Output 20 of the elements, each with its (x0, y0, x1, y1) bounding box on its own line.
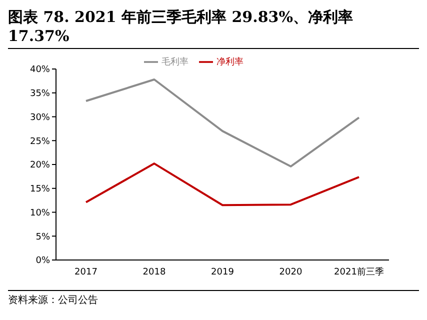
text: 资料来源：公司公告 (8, 293, 419, 307)
x-tick-label: 2021前三季 (334, 266, 384, 278)
y-tick-label: 40% (30, 65, 50, 76)
y-tick-label: 20% (30, 160, 50, 171)
y-tick-label: 5% (36, 232, 50, 242)
legend-label: 毛利率 (162, 57, 188, 68)
y-tick-label: 0% (36, 256, 50, 266)
y-tick-label: 25% (30, 136, 50, 147)
x-tick-label: 2017 (74, 267, 98, 278)
y-tick-label: 35% (30, 89, 50, 100)
line-series (85, 78, 360, 168)
y-tick-label: 15% (30, 184, 50, 195)
line-series (85, 162, 360, 206)
y-tick-label: 10% (30, 208, 50, 218)
x-tick-label: 2020 (279, 267, 302, 278)
x-tick-label: 2018 (142, 267, 166, 278)
legend-label: 净利率 (216, 57, 244, 68)
chart-title: 图表 78. 2021 年前三季毛利率 29.83%、净利率 17.37% (8, 8, 419, 49)
x-tick-label: 2019 (211, 267, 234, 278)
y-tick-label: 30% (30, 112, 50, 123)
